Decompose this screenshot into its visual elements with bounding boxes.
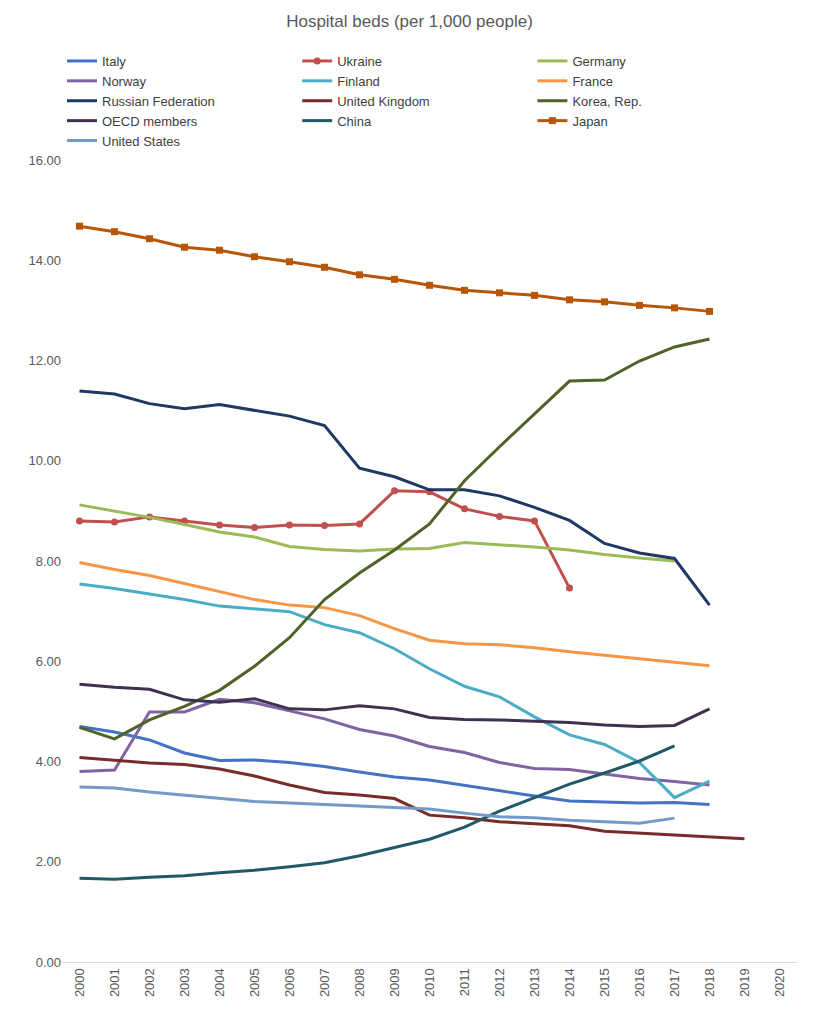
svg-text:2009: 2009 xyxy=(387,968,402,997)
svg-text:2002: 2002 xyxy=(142,968,157,997)
svg-text:2006: 2006 xyxy=(282,968,297,997)
svg-text:Korea, Rep.: Korea, Rep. xyxy=(572,94,641,109)
svg-text:United States: United States xyxy=(102,134,181,149)
svg-text:2004: 2004 xyxy=(212,968,227,997)
svg-text:Italy: Italy xyxy=(102,54,126,69)
svg-text:Norway: Norway xyxy=(102,74,147,89)
svg-text:12.00: 12.00 xyxy=(28,353,61,368)
svg-text:2018: 2018 xyxy=(702,968,717,997)
svg-text:2008: 2008 xyxy=(352,968,367,997)
svg-text:6.00: 6.00 xyxy=(36,654,61,669)
svg-text:China: China xyxy=(337,114,372,129)
svg-text:2012: 2012 xyxy=(492,968,507,997)
svg-text:16.00: 16.00 xyxy=(28,153,61,168)
svg-text:2010: 2010 xyxy=(422,968,437,997)
svg-text:2007: 2007 xyxy=(317,968,332,997)
svg-text:14.00: 14.00 xyxy=(28,253,61,268)
svg-text:Ukraine: Ukraine xyxy=(337,54,382,69)
svg-text:2020: 2020 xyxy=(772,968,787,997)
svg-text:2011: 2011 xyxy=(457,968,472,996)
svg-text:2013: 2013 xyxy=(527,968,542,997)
svg-text:United Kingdom: United Kingdom xyxy=(337,94,430,109)
svg-text:2016: 2016 xyxy=(632,968,647,997)
svg-text:2015: 2015 xyxy=(597,968,612,997)
svg-text:2.00: 2.00 xyxy=(36,854,61,869)
svg-text:OECD members: OECD members xyxy=(102,114,198,129)
svg-text:2000: 2000 xyxy=(72,968,87,997)
svg-text:Hospital beds (per 1,000 peopl: Hospital beds (per 1,000 people) xyxy=(286,12,533,31)
svg-text:Russian Federation: Russian Federation xyxy=(102,94,215,109)
svg-text:Germany: Germany xyxy=(572,54,626,69)
svg-text:2014: 2014 xyxy=(562,968,577,997)
svg-text:2019: 2019 xyxy=(737,968,752,997)
svg-text:France: France xyxy=(572,74,612,89)
svg-text:10.00: 10.00 xyxy=(28,453,61,468)
svg-text:2005: 2005 xyxy=(247,968,262,997)
svg-text:8.00: 8.00 xyxy=(36,554,61,569)
svg-text:2003: 2003 xyxy=(177,968,192,997)
svg-text:4.00: 4.00 xyxy=(36,754,61,769)
svg-text:Japan: Japan xyxy=(572,114,607,129)
svg-text:Finland: Finland xyxy=(337,74,380,89)
svg-text:2017: 2017 xyxy=(667,968,682,997)
svg-text:2001: 2001 xyxy=(107,968,122,997)
svg-text:0.00: 0.00 xyxy=(36,955,61,970)
